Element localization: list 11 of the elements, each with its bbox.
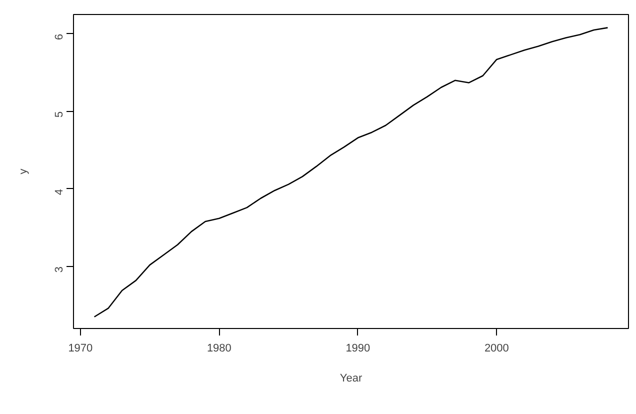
x-tick-label: 2000 [484, 342, 509, 354]
x-tick-label: 1980 [206, 342, 232, 354]
x-tick-label: 1990 [346, 342, 370, 354]
x-tick-label: 1970 [68, 342, 93, 354]
y-tick-label: 6 [54, 34, 66, 40]
x-axis-title: Year [340, 372, 362, 384]
line-series [94, 27, 608, 318]
y-tick-label: 3 [54, 266, 66, 273]
y-axis-title: y [18, 168, 30, 174]
y-tick-label: 4 [54, 188, 66, 196]
y-tick-label: 5 [54, 111, 66, 118]
